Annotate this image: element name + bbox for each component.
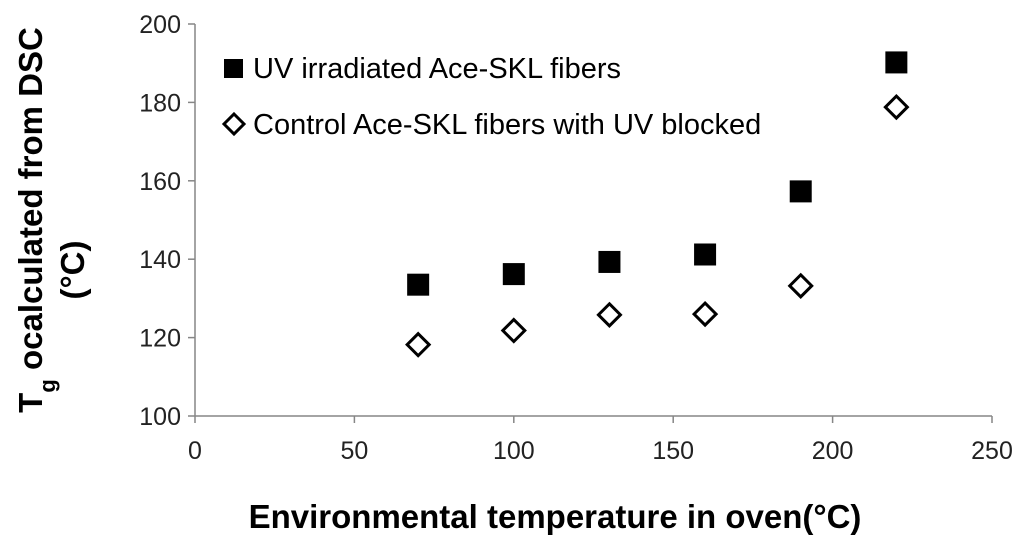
y-tick-label: 200 — [139, 11, 181, 39]
x-axis-title: Environmental temperature in oven(°C) — [249, 498, 862, 535]
legend: UV irradiated Ace-SKL fibers Control Ace… — [221, 53, 761, 141]
series-1-point-diamond — [787, 272, 814, 299]
y-tick-label: 140 — [139, 246, 181, 274]
series-0-point-square — [598, 250, 621, 273]
y-axis-title-line2: (°C) — [54, 240, 91, 299]
x-tick-label: 100 — [493, 437, 535, 465]
series-0-point-square — [502, 263, 525, 286]
x-tick-label: 50 — [340, 437, 368, 465]
series-1-point-diamond — [596, 301, 623, 328]
series-0-point-square — [885, 51, 908, 74]
y-axis-title: Tg ocalculated from DSC (°C) — [12, 27, 91, 413]
legend-item-uv-irradiated: UV irradiated Ace-SKL fibers — [224, 53, 621, 85]
legend-label-control: Control Ace-SKL fibers with UV blocked — [253, 109, 761, 141]
y-axis-title-rest: ocalculated from DSC — [12, 27, 49, 379]
series-1-point-diamond — [405, 331, 432, 358]
y-tick-label: 120 — [139, 325, 181, 353]
series-1-point-diamond — [500, 317, 527, 344]
y-axis-title-symbol: T — [12, 393, 49, 413]
y-tick-label: 180 — [139, 89, 181, 117]
series-1-point-diamond — [883, 93, 910, 121]
x-tick-label: 200 — [812, 437, 854, 465]
series-0-point-square — [789, 180, 812, 203]
legend-item-control: Control Ace-SKL fibers with UV blocked — [221, 109, 761, 141]
x-tick-label: 150 — [652, 437, 694, 465]
data-points — [405, 51, 910, 358]
y-tick-label: 160 — [139, 168, 181, 196]
x-tick-label: 250 — [971, 437, 1013, 465]
series-0-point-square — [694, 243, 717, 266]
tick-labels: 100 120 140 160 180 200 0 50 100 150 200 250 — [139, 11, 1013, 465]
series-1-point-diamond — [691, 300, 719, 328]
axes — [188, 23, 993, 423]
series-0-point-square — [407, 273, 430, 296]
legend-marker-hollow-diamond — [221, 111, 247, 137]
legend-label-uv-irradiated: UV irradiated Ace-SKL fibers — [253, 53, 621, 85]
y-axis-title-subscript: g — [35, 379, 60, 392]
x-tick-label: 0 — [188, 437, 202, 465]
y-tick-label: 100 — [139, 403, 181, 431]
legend-marker-filled-square — [224, 59, 243, 78]
y-axis-title-line1: Tg ocalculated from DSC — [12, 27, 60, 413]
